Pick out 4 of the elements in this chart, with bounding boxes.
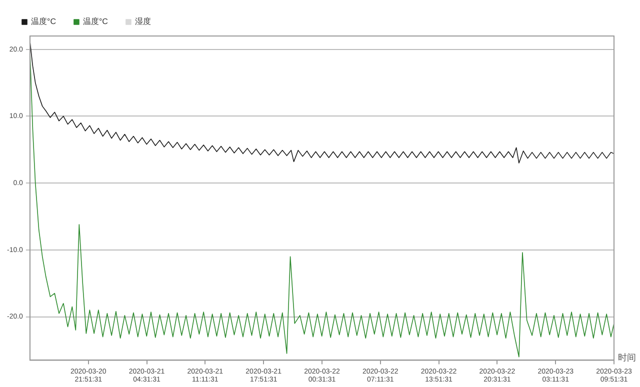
- legend-label: 温度°C: [31, 17, 56, 26]
- legend-label: 温度°C: [82, 17, 108, 26]
- x-axis-title: 时间: [618, 352, 636, 363]
- legend-label: 湿度: [134, 17, 151, 26]
